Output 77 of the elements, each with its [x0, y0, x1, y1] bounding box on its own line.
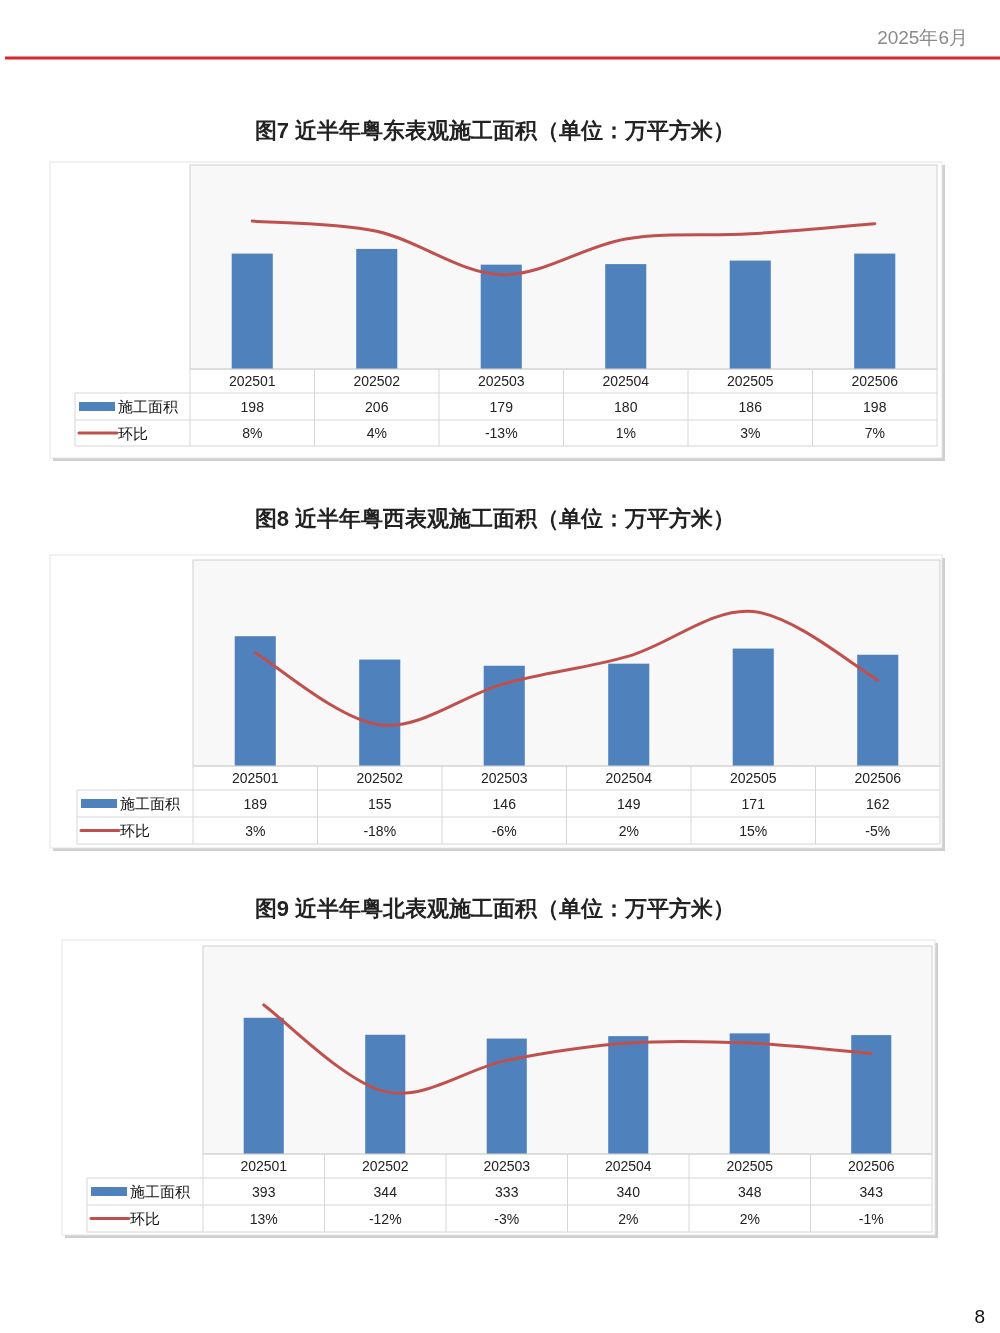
x-tick-label: 202506 — [851, 373, 899, 389]
data-label: -5% — [865, 822, 891, 839]
data-label: 171 — [741, 795, 766, 812]
data-label: 333 — [495, 1183, 519, 1200]
legend-label: 环比 — [118, 424, 148, 442]
data-label: 3% — [245, 822, 266, 839]
x-tick-label: 202503 — [477, 373, 525, 389]
x-tick-label: 202502 — [353, 373, 401, 389]
x-tick-label: 202505 — [729, 770, 777, 786]
chart-title: 图9 近半年粤北表观施工面积（单位：万平方米） — [254, 895, 736, 921]
bar — [365, 1034, 406, 1154]
data-label: 348 — [738, 1183, 762, 1200]
bar — [851, 1035, 892, 1154]
data-label: 198 — [240, 398, 265, 415]
x-tick-label: 202501 — [228, 373, 276, 389]
data-label: -3% — [494, 1210, 520, 1227]
text: 8 — [974, 1305, 985, 1327]
data-label: 340 — [616, 1183, 641, 1200]
data-label: 149 — [617, 795, 641, 812]
x-tick-label: 202506 — [854, 770, 902, 786]
data-label: 2% — [618, 1210, 639, 1227]
bar — [486, 1038, 527, 1154]
legend-label: 施工面积 — [130, 1183, 190, 1200]
data-label: 2% — [618, 822, 639, 839]
x-tick-label: 202503 — [480, 770, 528, 786]
bar — [608, 663, 650, 766]
data-label: 343 — [859, 1183, 884, 1200]
x-tick-label: 202501 — [240, 1158, 288, 1174]
data-label: 162 — [866, 795, 890, 812]
bar — [857, 654, 899, 766]
data-label: -1% — [858, 1210, 884, 1227]
legend-label: 环比 — [130, 1210, 160, 1227]
data-label: 146 — [492, 795, 517, 812]
data-label: 344 — [373, 1183, 398, 1200]
bar — [359, 659, 401, 766]
bar — [483, 665, 525, 766]
data-label: 1% — [615, 425, 636, 441]
data-label: 186 — [738, 398, 763, 415]
x-tick-label: 202502 — [361, 1158, 409, 1174]
chart-title: 图7 近半年粤东表观施工面积（单位：万平方米） — [254, 117, 736, 143]
bar — [234, 636, 276, 766]
data-label: 7% — [864, 425, 885, 441]
x-tick-label: 202505 — [726, 373, 774, 389]
x-tick-label: 202502 — [356, 770, 404, 786]
data-label: 198 — [863, 398, 887, 415]
data-label: 15% — [739, 822, 768, 839]
chart-title: 图8 近半年粤西表观施工面积（单位：万平方米） — [254, 505, 736, 531]
data-label: 13% — [249, 1210, 278, 1227]
x-tick-label: 202503 — [483, 1158, 531, 1174]
data-label: 2% — [739, 1210, 760, 1227]
data-label: 155 — [368, 795, 392, 812]
x-tick-label: 202504 — [604, 1158, 652, 1174]
data-label: -13% — [484, 425, 518, 441]
bar — [729, 1033, 770, 1154]
legend-label: 环比 — [120, 822, 150, 839]
data-label: 189 — [243, 795, 268, 812]
legend-label: 施工面积 — [118, 398, 178, 415]
legend-label: 施工面积 — [120, 795, 180, 812]
data-label: -18% — [363, 822, 397, 839]
x-tick-label: 202504 — [602, 373, 650, 389]
bar — [243, 1017, 284, 1154]
x-tick-label: 202501 — [231, 770, 279, 786]
data-label: 179 — [489, 398, 514, 415]
data-label: 4% — [366, 425, 387, 441]
data-label: 393 — [252, 1183, 276, 1200]
data-label: -12% — [368, 1210, 402, 1227]
data-label: 3% — [740, 425, 761, 441]
x-tick-label: 202504 — [605, 770, 653, 786]
data-label: 180 — [614, 398, 638, 415]
x-tick-label: 202506 — [847, 1158, 895, 1174]
x-tick-label: 202505 — [726, 1158, 774, 1174]
data-label: 206 — [365, 398, 389, 415]
bar — [608, 1036, 649, 1154]
data-label: -6% — [491, 822, 517, 839]
data-label: 8% — [242, 425, 263, 441]
bar — [732, 648, 774, 766]
text: 2025年6月 — [877, 26, 968, 48]
